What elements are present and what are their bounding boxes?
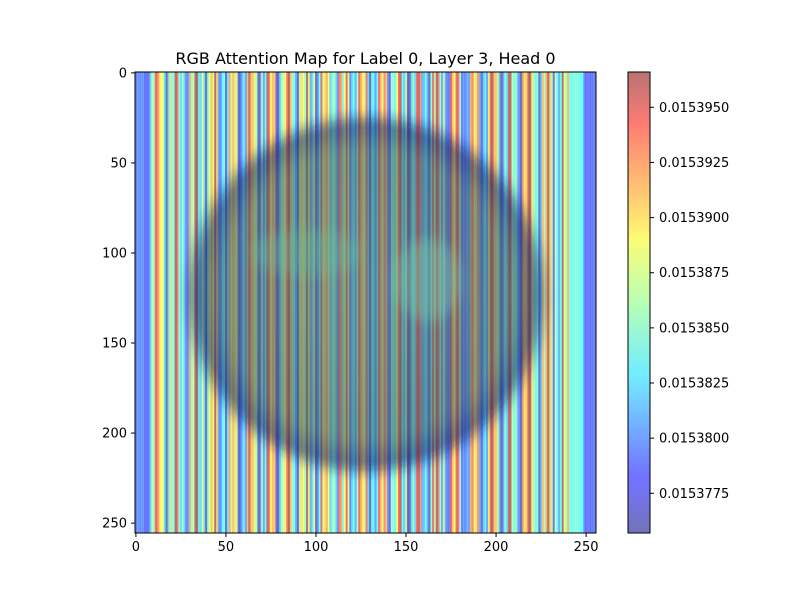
attention-column (145, 72, 148, 533)
attention-column (178, 72, 181, 533)
attention-column (169, 72, 172, 533)
attention-column (558, 72, 561, 533)
attention-column (142, 72, 145, 533)
attention-column (550, 72, 554, 533)
underlying-disc (186, 114, 547, 475)
attention-column (583, 72, 586, 533)
colorbar-tick-label: 0.0153875 (659, 266, 729, 281)
attention-column (147, 72, 150, 533)
y-tick-label: 0 (119, 66, 127, 81)
attention-column (574, 72, 577, 533)
attention-column (180, 72, 183, 533)
attention-column (549, 72, 552, 533)
colorbar-tick-label: 0.0153925 (659, 156, 729, 171)
attention-column (163, 72, 166, 533)
x-tick-label: 150 (394, 540, 419, 555)
attention-column (136, 72, 139, 533)
attention-column (594, 72, 596, 533)
attention-column (167, 72, 170, 533)
attention-column (158, 72, 161, 533)
x-tick-label: 250 (574, 540, 599, 555)
attention-column (171, 72, 174, 533)
colorbar-tick-label: 0.0153775 (659, 487, 729, 502)
chart-title: RGB Attention Map for Label 0, Layer 3, … (175, 49, 555, 68)
colorbar-ticks: 0.0153775 0.0153800 0.0153825 0.0153850 0.01… (650, 101, 729, 502)
y-tick-label: 50 (110, 156, 127, 171)
colorbar-gradient (628, 72, 650, 533)
y-axis: 0 50 100 150 200 250 (102, 66, 135, 532)
attention-column (140, 72, 143, 533)
x-axis: 0 50 100 150 200 250 (132, 533, 599, 555)
plot-frame (134, 71, 597, 534)
attention-column (570, 72, 573, 533)
attention-column (138, 72, 141, 533)
x-tick-label: 0 (132, 540, 140, 555)
attention-column (149, 72, 152, 533)
attention-column (592, 72, 595, 533)
attention-column (576, 72, 579, 533)
attention-column (154, 72, 157, 533)
attention-column (176, 72, 179, 533)
attention-column (144, 72, 147, 533)
colorbar-tick-label: 0.0153900 (659, 211, 729, 226)
colorbar-tick-label: 0.0153850 (659, 321, 729, 336)
attention-column (554, 72, 557, 533)
y-tick-label: 100 (102, 246, 127, 261)
attention-column (572, 72, 575, 533)
colorbar-tick-label: 0.0153950 (659, 101, 729, 116)
y-tick-label: 250 (102, 517, 127, 532)
colorbar-tick-label: 0.0153825 (659, 377, 729, 392)
attention-column (165, 72, 168, 533)
attention-column (587, 72, 590, 533)
attention-column (162, 72, 165, 533)
attention-column (181, 72, 184, 533)
attention-column (174, 72, 177, 533)
underlying-blob-right (395, 240, 461, 320)
attention-column (156, 72, 159, 533)
attention-column (577, 72, 581, 533)
colorbar-tick-label: 0.0153800 (659, 432, 729, 447)
attention-column (559, 72, 563, 533)
attention-column (185, 72, 188, 533)
attention-column (545, 72, 548, 533)
attention-column (556, 72, 559, 533)
attention-column (135, 72, 138, 533)
attention-column (585, 72, 588, 533)
underlying-image (186, 114, 547, 475)
attention-column (561, 72, 564, 533)
attention-column (552, 72, 555, 533)
attention-column (547, 72, 550, 533)
attention-column (563, 72, 566, 533)
attention-column (581, 72, 584, 533)
attention-column (153, 72, 156, 533)
attention-column (183, 72, 186, 533)
x-tick-label: 100 (304, 540, 329, 555)
attention-column (567, 72, 570, 533)
attention-column (565, 72, 568, 533)
colorbar-frame (627, 71, 651, 534)
attention-column (160, 72, 163, 533)
x-tick-label: 200 (484, 540, 509, 555)
y-tick-label: 150 (102, 337, 127, 352)
attention-column (588, 72, 591, 533)
x-tick-label: 50 (218, 540, 235, 555)
underlying-blob-left (252, 231, 361, 275)
attention-column (568, 72, 572, 533)
attention-column (590, 72, 593, 533)
y-tick-label: 200 (102, 427, 127, 442)
attention-column (579, 72, 582, 533)
attention-column (151, 72, 154, 533)
heatmap-plot-area (135, 72, 596, 533)
attention-column (172, 72, 175, 533)
colorbar: 0.0153775 0.0153800 0.0153825 0.0153850 0.01… (627, 71, 729, 534)
